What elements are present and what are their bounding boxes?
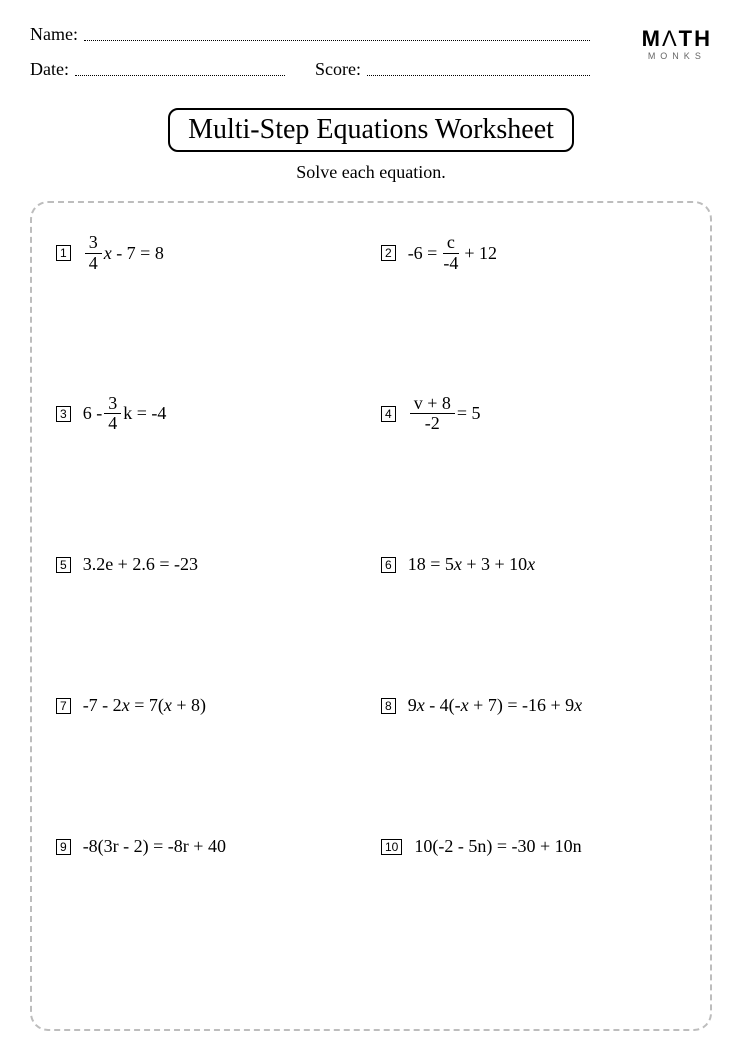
date-line[interactable] <box>75 75 285 76</box>
problem-6: 6 18 = 5x + 3 + 10x <box>381 554 686 575</box>
equation: -6 = c-4 + 12 <box>408 233 497 274</box>
problem-3: 3 6 - 34k = -4 <box>56 394 361 435</box>
equation: v + 8-2 = 5 <box>408 394 481 435</box>
problem-number: 10 <box>381 839 402 855</box>
problem-number: 4 <box>381 406 396 422</box>
score-line[interactable] <box>367 75 590 76</box>
problems-container: 1 34x - 7 = 8 2 -6 = c-4 + 12 3 6 - 34k = -4 4… <box>30 201 712 1031</box>
problem-8: 8 9x - 4(-x + 7) = -16 + 9x <box>381 695 686 716</box>
equation: 18 = 5x + 3 + 10x <box>408 554 535 575</box>
problem-number: 7 <box>56 698 71 714</box>
problem-9: 9 -8(3r - 2) = -8r + 40 <box>56 836 361 857</box>
equation: 3.2e + 2.6 = -23 <box>83 554 198 575</box>
problem-number: 6 <box>381 557 396 573</box>
problem-10: 10 10(-2 - 5n) = -30 + 10n <box>381 836 686 857</box>
equation: 10(-2 - 5n) = -30 + 10n <box>414 836 581 857</box>
problem-2: 2 -6 = c-4 + 12 <box>381 233 686 274</box>
problem-1: 1 34x - 7 = 8 <box>56 233 361 274</box>
equation: 34x - 7 = 8 <box>83 233 164 274</box>
page-subtitle: Solve each equation. <box>30 162 712 183</box>
problem-5: 5 3.2e + 2.6 = -23 <box>56 554 361 575</box>
problem-4: 4 v + 8-2 = 5 <box>381 394 686 435</box>
page-title: Multi-Step Equations Worksheet <box>168 108 574 152</box>
problem-number: 8 <box>381 698 396 714</box>
problem-number: 1 <box>56 245 71 261</box>
logo-sub: MONKS <box>642 51 712 61</box>
equation: 6 - 34k = -4 <box>83 394 167 435</box>
equation: 9x - 4(-x + 7) = -16 + 9x <box>408 695 582 716</box>
logo-main: MΛTH <box>642 28 712 50</box>
name-line[interactable] <box>84 40 590 41</box>
date-label: Date: <box>30 59 69 80</box>
equation: -7 - 2x = 7(x + 8) <box>83 695 206 716</box>
score-label: Score: <box>315 59 361 80</box>
problem-number: 2 <box>381 245 396 261</box>
name-label: Name: <box>30 24 78 45</box>
equation: -8(3r - 2) = -8r + 40 <box>83 836 226 857</box>
problem-number: 5 <box>56 557 71 573</box>
problem-7: 7 -7 - 2x = 7(x + 8) <box>56 695 361 716</box>
problem-number: 3 <box>56 406 71 422</box>
logo: MΛTH MONKS <box>642 28 712 61</box>
problem-number: 9 <box>56 839 71 855</box>
